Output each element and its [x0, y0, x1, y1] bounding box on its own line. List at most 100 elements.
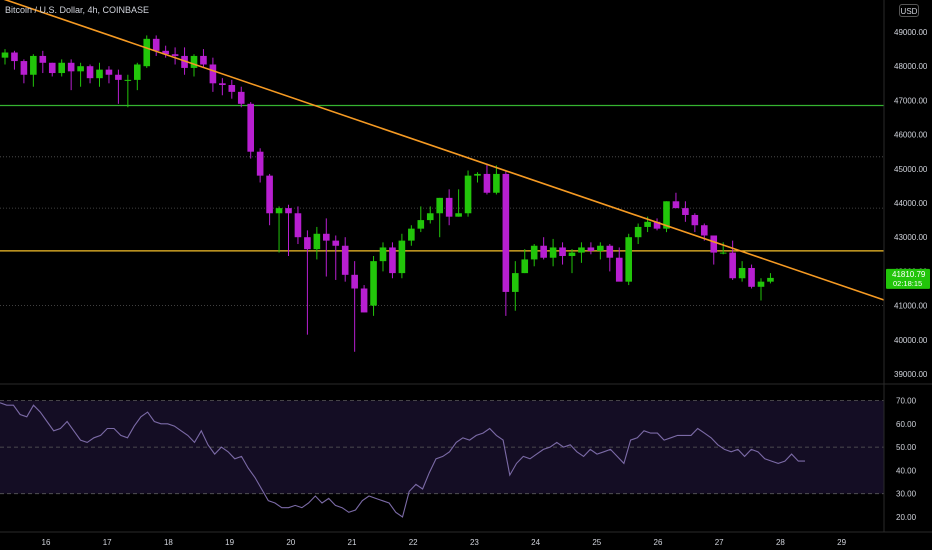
candle-down [445, 197, 453, 217]
price-tick-label: 47000.00 [894, 96, 928, 105]
countdown-label: 02:18:15 [893, 279, 922, 288]
candle-up [719, 252, 727, 254]
price-tick-label: 43000.00 [894, 233, 928, 242]
rsi-tick-label: 50.00 [896, 443, 917, 452]
candle-up [1, 52, 9, 58]
candle-up [464, 175, 472, 214]
candle-down [701, 225, 708, 236]
candle-down [323, 233, 330, 241]
drawing-overlays [3, 0, 885, 301]
rsi-tick-label: 60.00 [896, 420, 917, 429]
time-tick-label: 28 [776, 538, 785, 547]
candle-down [587, 247, 595, 251]
time-tick-label: 21 [348, 538, 357, 547]
candle-up [767, 277, 774, 282]
candle-up [512, 273, 519, 292]
candle-down [152, 38, 160, 51]
candle-down [389, 247, 396, 274]
time-tick-label: 16 [42, 538, 51, 547]
candle-up [455, 213, 462, 217]
candle-up [426, 213, 434, 221]
candle-up [143, 38, 151, 67]
candle-up [124, 79, 132, 81]
price-tick-label: 45000.00 [894, 165, 928, 174]
price-tick-label: 40000.00 [894, 336, 928, 345]
candle-down [48, 62, 56, 74]
candle-down [332, 240, 340, 246]
candle-up [190, 55, 198, 68]
candle-up [134, 64, 141, 80]
time-tick-label: 20 [286, 538, 295, 547]
candle-down [653, 221, 661, 229]
time-tick-label: 27 [715, 538, 724, 547]
time-tick-label: 22 [409, 538, 418, 547]
price-tick-label: 41000.00 [894, 302, 928, 311]
candlestick-series [1, 35, 774, 352]
candle-down [200, 55, 207, 65]
candle-up [597, 245, 604, 251]
price-tick-label: 44000.00 [894, 199, 928, 208]
currency-button[interactable]: USD [899, 4, 919, 17]
candle-up [493, 173, 500, 193]
candle-up [379, 247, 387, 262]
candle-up [77, 66, 84, 72]
candle-down [115, 74, 122, 80]
price-tick-label: 39000.00 [894, 370, 928, 379]
candle-up [474, 173, 481, 176]
candle-down [256, 151, 264, 176]
candle-up [738, 267, 746, 279]
candle-down [294, 213, 302, 238]
time-tick-label: 17 [103, 538, 112, 547]
candle-up [275, 208, 283, 214]
time-tick-label: 18 [164, 538, 173, 547]
candle-up [436, 197, 443, 214]
candle-down [672, 201, 680, 209]
rsi-pane: 70.00 60.00 50.00 40.00 30.00 20.00 [0, 397, 917, 522]
candle-up [757, 281, 765, 287]
symbol-title: Bitcoin / U.S. Dollar, 4h, COINBASE [5, 5, 150, 15]
candle-up [313, 233, 321, 250]
candle-up [370, 261, 377, 306]
candle-up [634, 226, 642, 238]
candle-down [351, 274, 358, 289]
candle-up [625, 237, 632, 282]
time-tick-label: 19 [225, 538, 234, 547]
candle-up [530, 245, 538, 260]
candle-down [682, 208, 689, 215]
candle-up [58, 62, 65, 74]
candle-up [417, 220, 425, 229]
candle-down [162, 50, 169, 55]
candle-down [105, 69, 113, 75]
candle-up [568, 252, 576, 257]
price-tick-label: 49000.00 [894, 28, 928, 37]
candle-down [360, 288, 368, 313]
time-tick-label: 24 [531, 538, 540, 547]
time-tick-label: 25 [592, 538, 601, 547]
candle-down [559, 247, 566, 257]
candle-up [549, 247, 557, 258]
candle-down [483, 173, 491, 193]
candle-down [341, 245, 349, 275]
candle-down [748, 267, 755, 287]
candle-down [39, 55, 47, 63]
rsi-tick-label: 30.00 [896, 490, 917, 499]
candle-up [578, 247, 585, 253]
candle-up [96, 69, 103, 79]
candle-up [398, 240, 406, 274]
time-tick-label: 29 [837, 538, 846, 547]
rsi-tick-label: 20.00 [896, 513, 917, 522]
candle-down [237, 91, 245, 104]
candle-down [219, 83, 226, 86]
candle-up [644, 221, 651, 227]
candle-up [408, 228, 415, 241]
candle-down [304, 237, 311, 250]
time-tick-label: 23 [470, 538, 479, 547]
candle-down [691, 214, 699, 226]
candle-down [247, 103, 254, 152]
candle-down [710, 235, 718, 253]
candle-down [729, 252, 736, 279]
candle-down [11, 52, 18, 62]
candle-down [266, 175, 273, 214]
rsi-tick-label: 40.00 [896, 466, 917, 475]
